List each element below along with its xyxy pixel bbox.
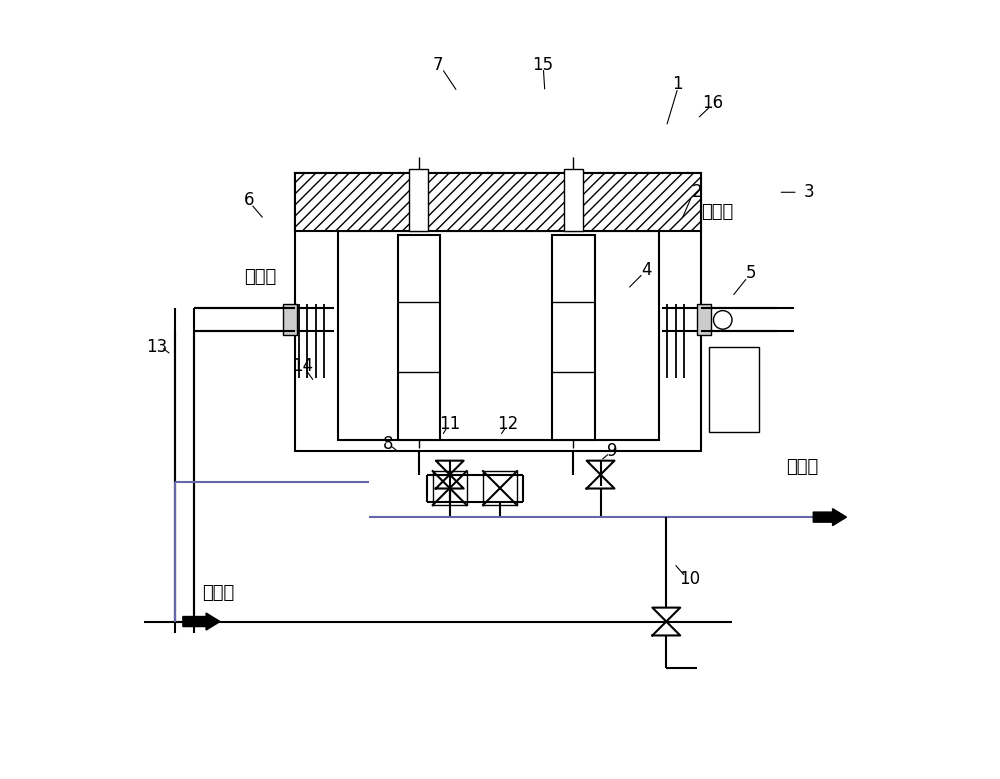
FancyArrow shape	[813, 509, 847, 526]
Text: 10: 10	[679, 570, 700, 588]
Text: 3: 3	[804, 183, 815, 201]
Bar	[552, 234, 595, 440]
FancyArrow shape	[183, 613, 220, 630]
Text: 6: 6	[243, 191, 254, 209]
Text: 5: 5	[746, 265, 757, 283]
Bar	[295, 173, 701, 451]
Text: 4: 4	[642, 261, 652, 279]
Text: 9: 9	[607, 442, 617, 460]
Bar	[709, 347, 759, 432]
Bar	[338, 231, 659, 440]
Text: 12: 12	[497, 415, 518, 433]
Bar	[295, 173, 701, 231]
Text: 8: 8	[383, 435, 393, 453]
Bar	[409, 169, 428, 231]
Text: 14: 14	[292, 358, 313, 375]
Text: 7: 7	[433, 55, 443, 74]
Bar	[283, 305, 297, 335]
Text: 13: 13	[146, 338, 167, 356]
Text: 煤气进: 煤气进	[202, 584, 234, 602]
Text: 11: 11	[439, 415, 460, 433]
Text: 出气端: 出气端	[701, 203, 733, 220]
Bar	[398, 234, 440, 440]
Text: 16: 16	[702, 94, 723, 112]
Text: 进气端: 进气端	[244, 268, 276, 287]
Text: 2: 2	[692, 183, 703, 201]
Bar	[697, 305, 711, 335]
Text: 1: 1	[673, 75, 683, 93]
Bar	[564, 169, 583, 231]
Text: 15: 15	[532, 55, 553, 74]
Text: 煤气出: 煤气出	[786, 458, 818, 476]
